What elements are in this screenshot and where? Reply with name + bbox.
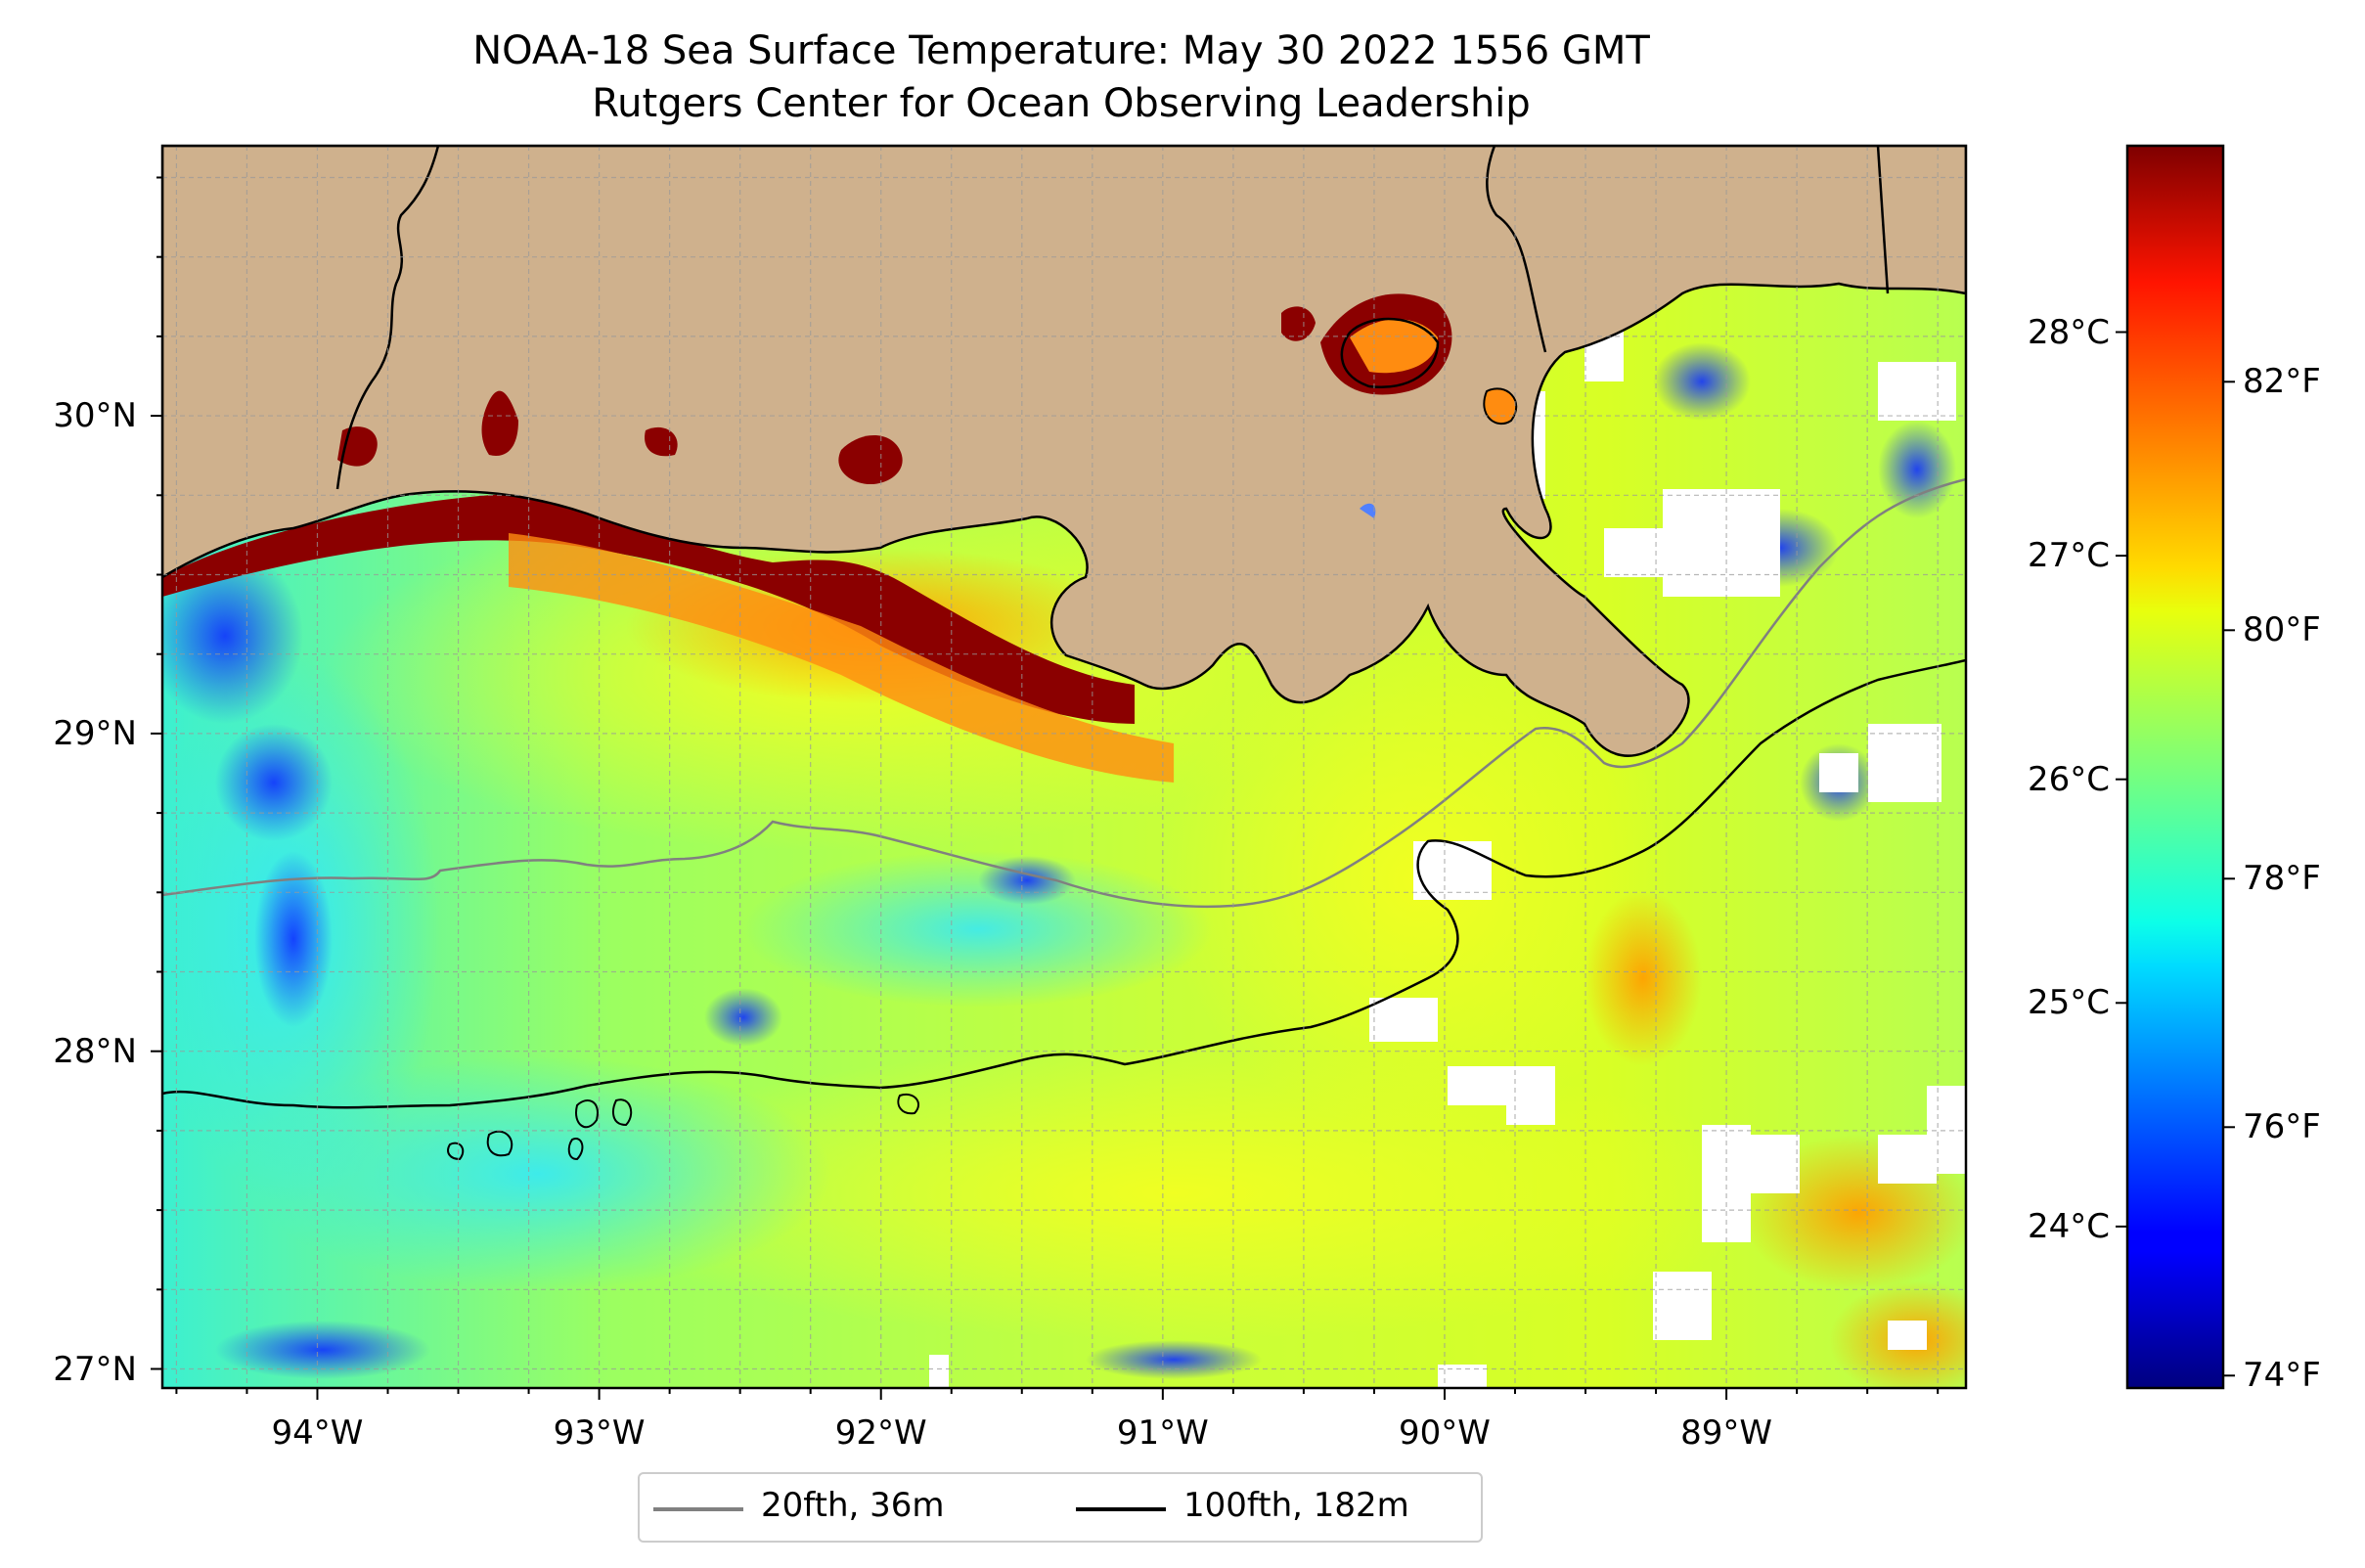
colorbar-c-label: 28°C [2027, 312, 2110, 352]
x-tick-label: 89°W [1680, 1413, 1773, 1453]
cool-patch [978, 856, 1076, 905]
inlet-hot [838, 435, 903, 484]
cool-patch [254, 851, 333, 1027]
cool-patch [704, 988, 782, 1047]
chart-title: NOAA-18 Sea Surface Temperature: May 30 … [472, 28, 1650, 73]
inlet-hot [481, 390, 518, 456]
colorbar-c-label: 24°C [2027, 1206, 2110, 1246]
contour-100fth-island [486, 1130, 513, 1157]
legend-swatch-20fth [653, 1507, 743, 1511]
inlet-hot [1360, 503, 1376, 518]
cool-patch [1086, 1340, 1262, 1379]
x-tick-label: 93°W [553, 1413, 646, 1453]
warm-coastal-band [509, 533, 1174, 783]
cool-patch [1878, 421, 1956, 518]
x-tick-label: 91°W [1116, 1413, 1209, 1453]
colorbar-ticks [2116, 331, 2235, 1377]
legend-label-20fth: 20fth, 36m [761, 1486, 945, 1525]
cyan-patch [743, 851, 1213, 1008]
y-tick-label: 27°N [53, 1349, 137, 1389]
cool-patch [162, 548, 303, 724]
colorbar-c-label: 27°C [2027, 536, 2110, 576]
lake [1483, 387, 1518, 426]
hot-coastal-band [162, 494, 1135, 724]
contour-100fth-island [575, 1099, 599, 1129]
legend-swatch-100fth [1076, 1507, 1166, 1511]
gridlines [162, 146, 1966, 1388]
chart-subtitle: Rutgers Center for Ocean Observing Leade… [592, 81, 1531, 126]
colorbar-f-label: 80°F [2243, 610, 2321, 650]
inlet-hot [1281, 306, 1316, 341]
x-tick-label: 92°W [834, 1413, 927, 1453]
contour-100fth [162, 658, 1966, 1109]
colorbar [2125, 144, 2225, 1390]
state-border [1486, 146, 1547, 353]
state-border [1876, 146, 1890, 294]
orange-patch [1584, 890, 1702, 1066]
state-border [335, 146, 440, 490]
y-tick-label: 28°N [53, 1031, 137, 1071]
cool-patch [215, 724, 333, 841]
colorbar-c-label: 25°C [2027, 983, 2110, 1023]
contour-100fth-island [612, 1098, 633, 1127]
legend: 20fth, 36m 100fth, 182m [638, 1472, 1483, 1543]
contour-20fth [162, 477, 1966, 909]
map-frame [160, 144, 1968, 1390]
contour-100fth-island [897, 1093, 919, 1115]
x-tick-label: 90°W [1399, 1413, 1491, 1453]
cool-patch [215, 1321, 430, 1379]
colorbar-f-label: 74°F [2243, 1356, 2321, 1396]
inlet-hot [1350, 319, 1438, 374]
colorbar-f-label: 76°F [2243, 1107, 2321, 1147]
legend-label-100fth: 100fth, 182m [1183, 1486, 1409, 1525]
colorbar-c-label: 26°C [2027, 759, 2110, 799]
colorbar-f-label: 82°F [2243, 362, 2321, 402]
y-tick-label: 29°N [53, 713, 137, 753]
x-tick-label: 94°W [271, 1413, 364, 1453]
contour-100fth-island [447, 1142, 465, 1161]
cool-patch [1653, 342, 1751, 421]
y-tick-label: 30°N [53, 396, 137, 436]
cyan-patch [245, 1056, 831, 1291]
colorbar-f-label: 78°F [2243, 859, 2321, 899]
contour-100fth-island [567, 1138, 584, 1161]
map-ticks [151, 176, 1940, 1400]
lake [1340, 317, 1440, 389]
